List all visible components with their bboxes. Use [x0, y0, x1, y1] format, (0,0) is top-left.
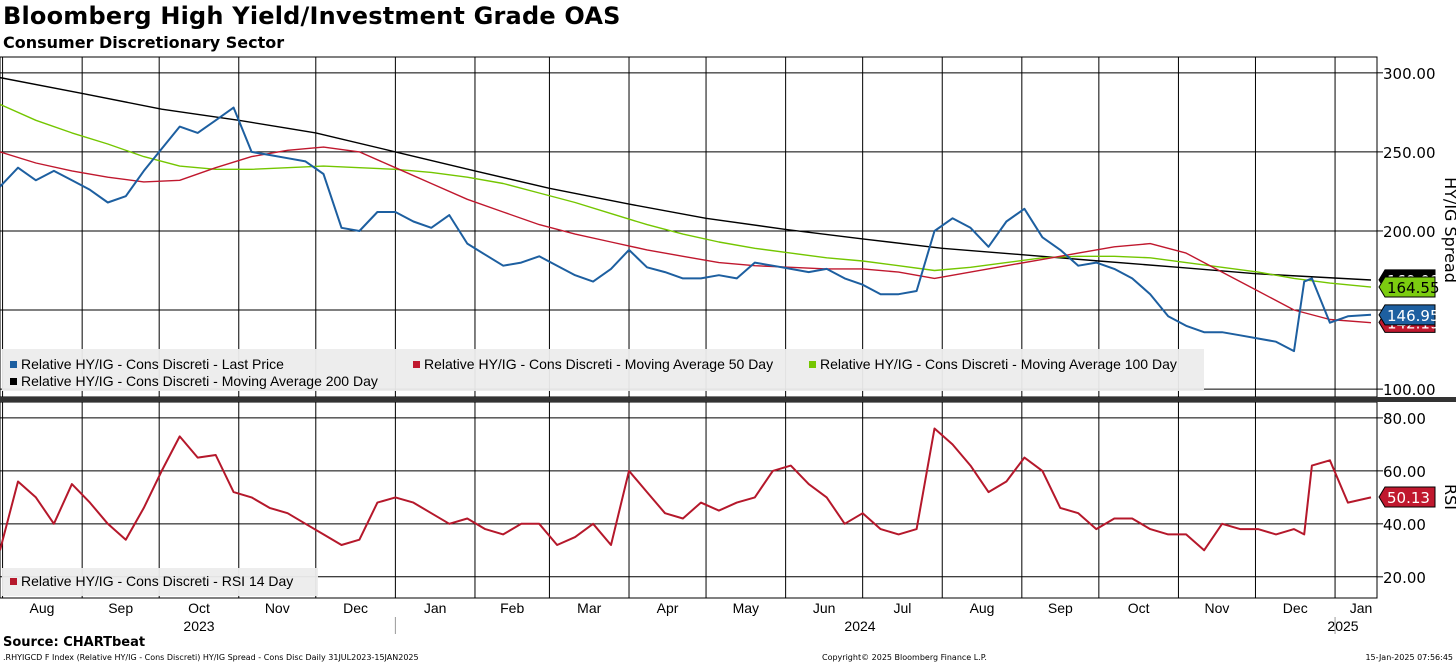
x-tick-label: Oct [1128, 600, 1150, 616]
value-tag-last-price-label: 146.95 [1387, 307, 1440, 325]
panel-frame [0, 401, 1378, 599]
copyright-note: Copyright© 2025 Bloomberg Finance L.P. [822, 653, 987, 662]
legend-entry: Relative HY/IG - Cons Discreti - Moving … [820, 356, 1177, 372]
x-year-label: 2025 [1327, 618, 1358, 634]
x-tick-label: Nov [1205, 600, 1230, 616]
x-tick-label: Dec [1283, 600, 1308, 616]
x-tick-label: Jan [1350, 600, 1373, 616]
y-axis-title: RSI [1441, 484, 1456, 510]
legend-box [2, 568, 318, 596]
y-tick-label: 80.00 [1383, 410, 1426, 428]
legend-swatch [10, 578, 17, 585]
value-tag-last-price [1378, 304, 1436, 326]
series-line-last-price [0, 106, 1372, 353]
y-tick-label: 200.00 [1383, 223, 1436, 241]
legend-entry: Relative HY/IG - Cons Discreti - Moving … [21, 373, 378, 389]
index-description: .RHYIGCD F Index (Relative HY/IG - Cons … [3, 653, 419, 662]
y-tick-label: 60.00 [1383, 463, 1426, 481]
x-year-label: 2024 [844, 618, 875, 634]
x-tick-label: Aug [30, 600, 55, 616]
panel-separator [0, 397, 1456, 402]
y-tick-label: 300.00 [1383, 65, 1436, 83]
x-tick-label: Sep [108, 600, 133, 616]
axes-layer: 100.00 200.00 250.00 300.00 HY/IG Spread 20.0… [30, 65, 1456, 634]
y-axis-title: HY/IG Spread [1441, 177, 1456, 283]
x-tick-label: Jan [424, 600, 447, 616]
legend-swatch [413, 361, 420, 368]
page-subtitle: Consumer Discretionary Sector [3, 33, 285, 52]
x-tick-label: Jul [893, 600, 911, 616]
legend-swatch [10, 378, 17, 385]
legend-entry: Relative HY/IG - Cons Discreti - Moving … [424, 356, 773, 372]
y-tick-label: 20.00 [1383, 569, 1426, 587]
series-line-ma100 [0, 103, 1372, 288]
x-tick-label: May [733, 600, 759, 616]
legend-entry: Relative HY/IG - Cons Discreti - RSI 14 … [21, 573, 293, 589]
x-tick-label: Sep [1048, 600, 1073, 616]
y-tick-label: 100.00 [1383, 381, 1436, 399]
x-tick-label: Feb [500, 600, 524, 616]
value-tag-ma100 [1378, 276, 1436, 298]
x-year-label: 2023 [183, 618, 214, 634]
x-tick-label: Aug [970, 600, 995, 616]
x-tick-label: Nov [265, 600, 290, 616]
legend-swatch [10, 361, 17, 368]
x-tick-label: Apr [657, 600, 679, 616]
series-layer [0, 76, 1372, 552]
value-tag-rsi [1378, 486, 1436, 508]
legend-layer: Relative HY/IG - Cons Discreti - Last Pr… [2, 349, 1204, 596]
page-title: Bloomberg High Yield/Investment Grade OA… [3, 2, 621, 30]
source-note: Source: CHARTbeat [3, 635, 146, 650]
timestamp: 15-Jan-2025 07:56:45 [1365, 653, 1453, 662]
series-line-ma50 [0, 146, 1372, 324]
legend-box [2, 349, 1204, 391]
value-tag-rsi-label: 50.13 [1387, 489, 1430, 507]
series-line-ma200 [0, 76, 1372, 281]
x-tick-label: Mar [577, 600, 601, 616]
grid-layer [0, 56, 1456, 599]
legend-swatch [809, 361, 816, 368]
y-tick-label: 40.00 [1383, 516, 1426, 534]
y-tick-label: 250.00 [1383, 144, 1436, 162]
x-tick-label: Oct [188, 600, 210, 616]
legend-entry: Relative HY/IG - Cons Discreti - Last Pr… [21, 356, 284, 372]
x-tick-label: Jun [813, 600, 836, 616]
x-tick-label: Dec [343, 600, 368, 616]
series-line-rsi [0, 427, 1372, 552]
value-tag-ma100-label: 164.55 [1387, 279, 1440, 297]
panel-frame [0, 56, 1378, 398]
